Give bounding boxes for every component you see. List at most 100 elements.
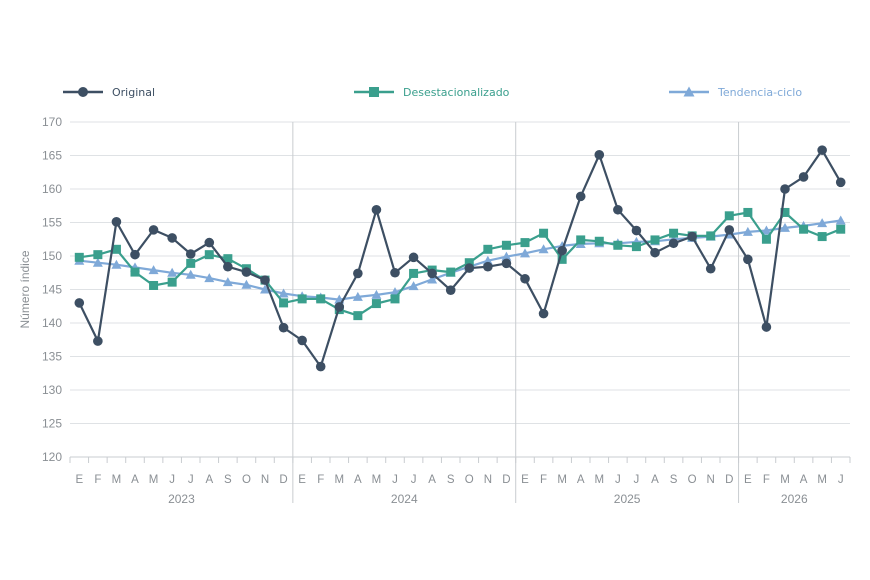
point-tendencia-ciclo — [185, 269, 196, 279]
month-tick-label: M — [557, 474, 567, 486]
point-original — [780, 184, 790, 194]
point-tendencia-ciclo — [260, 284, 270, 294]
point-desestacionalizado — [669, 228, 679, 238]
month-tick-label: F — [94, 474, 101, 486]
point-desestacionalizado — [446, 267, 456, 277]
point-desestacionalizado — [613, 240, 623, 250]
point-tendencia-ciclo — [482, 255, 493, 265]
month-tick-label: M — [112, 474, 122, 486]
point-desestacionalizado — [594, 236, 604, 246]
point-tendencia-ciclo — [241, 279, 252, 289]
point-original — [835, 177, 846, 188]
month-tick-label: S — [670, 474, 678, 486]
point-tendencia-ciclo — [780, 222, 790, 232]
point-desestacionalizado — [836, 224, 846, 234]
legend-original[interactable]: Original — [62, 82, 155, 102]
point-desestacionalizado — [483, 244, 493, 254]
point-desestacionalizado — [817, 232, 827, 242]
point-original — [743, 254, 753, 265]
month-tick-label: J — [411, 474, 417, 486]
point-original — [594, 150, 605, 160]
point-tendencia-ciclo — [742, 226, 753, 236]
point-desestacionalizado — [724, 211, 734, 221]
point-desestacionalizado — [409, 268, 419, 278]
month-tick-label: M — [149, 474, 159, 486]
point-desestacionalizado — [316, 294, 326, 304]
y-tick-label: 155 — [42, 216, 62, 230]
month-tick-label: J — [838, 474, 844, 486]
month-tick-label: A — [800, 474, 808, 486]
point-desestacionalizado — [464, 258, 474, 268]
y-axis: 120 125 130 135 140 145 150 155 160 165 170 Número … — [18, 115, 62, 464]
point-desestacionalizado — [539, 228, 549, 238]
month-tick-label: A — [354, 474, 362, 486]
month-tick-label: O — [465, 474, 474, 486]
y-tick-label: 135 — [42, 350, 62, 364]
point-tendencia-ciclo — [92, 257, 103, 267]
y-tick-label: 125 — [42, 417, 62, 431]
point-desestacionalizado — [799, 224, 809, 234]
y-tick-label: 145 — [42, 283, 62, 297]
month-tick-label: J — [392, 474, 398, 486]
year-label: 2023 — [168, 492, 195, 506]
series-layer — [74, 145, 846, 372]
point-desestacionalizado — [706, 231, 716, 241]
point-tendencia-ciclo — [352, 291, 363, 301]
series-line-original — [78, 149, 842, 368]
point-original — [427, 268, 437, 279]
month-tick-label: A — [205, 474, 213, 486]
y-axis-title: Número índice — [18, 250, 32, 328]
year-label: 2025 — [614, 492, 641, 506]
month-tick-label: E — [744, 474, 752, 486]
legend-desestacionalizado-swatch — [354, 87, 394, 97]
point-original — [445, 285, 456, 295]
y-tick-label: 165 — [42, 149, 62, 163]
point-desestacionalizado — [130, 267, 140, 277]
point-original — [148, 225, 159, 235]
month-tick-label: J — [634, 474, 640, 486]
point-original — [798, 172, 809, 182]
legend-desestacionalizado[interactable]: Desestacionalizado — [353, 82, 509, 102]
point-original — [297, 335, 307, 346]
month-tick-label: A — [651, 474, 659, 486]
legend-tendencia-ciclo-label: Tendencia-ciclo — [718, 85, 803, 99]
point-original — [93, 336, 103, 346]
point-tendencia-ciclo — [148, 265, 159, 275]
point-tendencia-ciclo — [278, 288, 289, 298]
point-desestacionalizado — [520, 238, 530, 248]
point-original — [650, 247, 660, 258]
point-original — [817, 145, 827, 155]
point-desestacionalizado — [780, 207, 790, 217]
point-desestacionalizado — [761, 234, 771, 244]
point-tendencia-ciclo — [408, 281, 419, 291]
month-tick-label: E — [298, 474, 306, 486]
point-original — [223, 261, 233, 272]
month-tick-label: D — [725, 474, 733, 486]
point-tendencia-ciclo — [817, 218, 828, 228]
y-tick-label: 150 — [42, 249, 62, 263]
point-desestacionalizado — [743, 207, 753, 217]
point-original — [111, 217, 122, 227]
point-original — [315, 361, 326, 372]
point-desestacionalizado — [93, 250, 103, 260]
series-original — [74, 145, 846, 372]
month-tick-label: F — [763, 474, 770, 486]
point-original — [501, 258, 512, 269]
point-original — [371, 204, 382, 215]
point-desestacionalizado — [650, 235, 660, 245]
point-original — [278, 322, 289, 333]
y-tick-label: 130 — [42, 383, 62, 397]
point-original — [668, 238, 679, 249]
point-tendencia-ciclo — [538, 244, 549, 254]
point-tendencia-ciclo — [520, 248, 530, 258]
point-original — [74, 298, 85, 308]
legend-original-swatch — [63, 87, 103, 97]
point-desestacionalizado — [576, 235, 586, 245]
point-desestacionalizado — [186, 258, 196, 268]
legend-tendencia-ciclo[interactable]: Tendencia-ciclo — [668, 82, 802, 102]
year-label: 2026 — [781, 492, 808, 506]
point-original — [631, 225, 642, 236]
point-original — [483, 261, 493, 272]
point-original — [613, 204, 623, 215]
